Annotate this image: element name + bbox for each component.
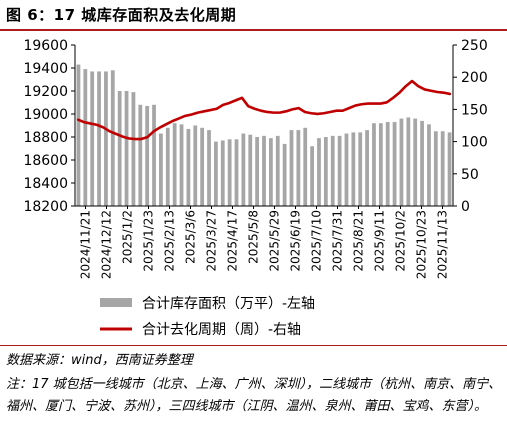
inventory-bar <box>282 143 287 206</box>
inventory-bar <box>248 134 253 206</box>
inventory-bar <box>433 131 438 206</box>
inventory-bar <box>413 118 418 206</box>
right-tick-label: 150 <box>461 102 488 118</box>
inventory-bar <box>90 71 95 206</box>
legend-bar-label: 合计库存面积（万平）-左轴 <box>142 296 315 312</box>
inventory-bar <box>427 124 431 206</box>
inventory-bar <box>179 124 184 206</box>
inventory-bar <box>172 123 177 206</box>
right-tick-label: 0 <box>461 199 470 215</box>
inventory-bar <box>289 130 294 206</box>
inventory-bar <box>131 92 136 206</box>
left-tick-label: 18800 <box>23 130 68 146</box>
x-tick-label: 2025/1/23 <box>142 210 156 272</box>
x-tick-label: 2025/8/21 <box>352 210 366 272</box>
x-tick-label: 2025/3/27 <box>205 210 219 272</box>
left-tick-label: 19600 <box>23 38 68 54</box>
right-tick-label: 200 <box>461 70 488 86</box>
inventory-bar <box>220 140 225 206</box>
x-tick-label: 2025/7/31 <box>331 210 345 272</box>
x-tick-label: 2025/5/8 <box>247 210 261 264</box>
inventory-bar <box>255 137 260 206</box>
left-tick-label: 18200 <box>23 199 68 215</box>
inventory-bar <box>159 133 163 206</box>
x-tick-label: 2025/11/13 <box>436 210 450 279</box>
left-tick-label: 18600 <box>23 153 68 169</box>
inventory-bar <box>392 122 397 206</box>
inventory-bar <box>358 132 363 206</box>
inventory-bar <box>323 137 328 206</box>
inventory-bar <box>330 135 335 206</box>
inventory-bar <box>447 132 452 206</box>
legend-line-label: 合计去化周期（周）-右轴 <box>142 322 301 338</box>
dual-axis-chart: 18200 18400 18600 18800 19000 19200 19400 19600… <box>23 38 488 338</box>
inventory-bar <box>275 135 280 206</box>
x-tick-label: 2024/11/21 <box>79 210 93 279</box>
inventory-bar <box>104 71 108 206</box>
inventory-bar <box>193 125 198 206</box>
inventory-bar <box>234 139 239 206</box>
inventory-bar <box>76 64 81 206</box>
inventory-bar <box>310 146 314 206</box>
inventory-bar <box>317 138 321 206</box>
inventory-bar <box>337 135 342 206</box>
inventory-bar <box>227 139 232 206</box>
title-divider <box>0 29 507 31</box>
inventory-bar <box>110 70 115 206</box>
x-tick-label: 2025/10/23 <box>415 210 429 279</box>
inventory-bar <box>385 122 390 206</box>
inventory-bar <box>365 130 369 206</box>
inventory-bar <box>124 91 129 206</box>
inventory-bar <box>241 133 246 206</box>
inventory-bar <box>378 123 383 206</box>
inventory-bar <box>165 127 170 206</box>
inventory-bar <box>372 123 376 206</box>
inventory-bar <box>303 127 308 206</box>
inventory-bar <box>207 130 211 206</box>
x-tick-label: 2025/7/10 <box>310 210 324 272</box>
inventory-bar <box>97 71 101 206</box>
footnote: 注：17 城包括一线城市（北京、上海、广州、深圳），二线城市（杭州、南京、南宁、… <box>6 377 502 414</box>
inventory-bar <box>399 118 404 206</box>
inventory-bar <box>420 120 424 206</box>
inventory-bar <box>152 104 156 206</box>
inventory-bar <box>145 105 150 206</box>
inventory-bar <box>214 141 218 206</box>
x-tick-label: 2024/12/12 <box>100 210 114 279</box>
right-tick-label: 250 <box>461 38 488 54</box>
inventory-bar <box>262 135 266 206</box>
right-tick-label: 100 <box>461 135 488 151</box>
x-tick-label: 2025/2/13 <box>163 210 177 272</box>
x-tick-label: 2025/10/2 <box>394 210 408 272</box>
inventory-bar <box>351 132 356 206</box>
x-tick-label: 2025/9/11 <box>373 210 387 272</box>
x-tick-label: 2025/3/6 <box>184 210 198 264</box>
footer-divider <box>0 345 507 346</box>
x-tick-label: 2025/1/2 <box>121 210 135 264</box>
inventory-bar <box>440 131 445 206</box>
inventory-bar <box>117 91 122 206</box>
inventory-bar <box>344 133 349 206</box>
inventory-bar <box>83 69 88 207</box>
destocking-cycle-line <box>76 79 452 141</box>
inventory-bar <box>296 130 301 206</box>
inventory-bar <box>138 104 143 206</box>
x-tick-label: 2025/6/19 <box>289 210 303 272</box>
inventory-bar <box>186 128 191 206</box>
inventory-bar <box>268 138 273 206</box>
legend-bar-swatch <box>100 298 132 307</box>
left-tick-label: 18400 <box>23 176 68 192</box>
left-tick-label: 19200 <box>23 84 68 100</box>
left-tick-label: 19000 <box>23 107 68 123</box>
x-tick-label: 2025/4/17 <box>226 210 240 272</box>
x-tick-label: 2025/5/29 <box>268 210 282 272</box>
inventory-bar <box>200 127 205 206</box>
right-tick-label: 50 <box>461 167 479 183</box>
inventory-bar <box>406 117 411 206</box>
chart-title: 图 6：17 城库存面积及去化周期 <box>6 6 237 24</box>
left-tick-label: 19400 <box>23 61 68 77</box>
data-source: 数据来源：wind，西南证券整理 <box>6 353 193 368</box>
